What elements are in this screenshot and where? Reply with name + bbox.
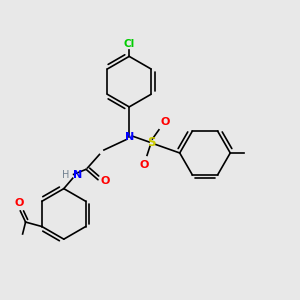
Text: N: N bbox=[124, 132, 134, 142]
Text: S: S bbox=[147, 136, 156, 149]
Text: H: H bbox=[62, 170, 70, 180]
Text: O: O bbox=[140, 160, 149, 170]
Text: O: O bbox=[160, 117, 170, 127]
Text: Cl: Cl bbox=[124, 39, 135, 49]
Text: N: N bbox=[73, 170, 82, 180]
Text: O: O bbox=[101, 176, 110, 186]
Text: O: O bbox=[14, 198, 23, 208]
